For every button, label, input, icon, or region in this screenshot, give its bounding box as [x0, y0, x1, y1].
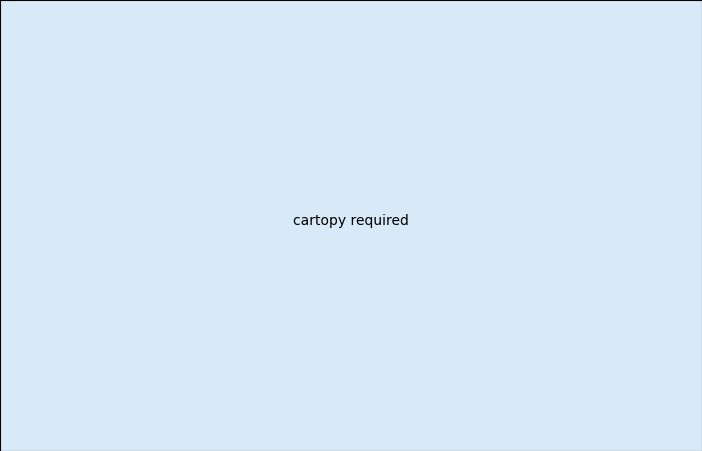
Text: cartopy required: cartopy required: [293, 215, 409, 229]
